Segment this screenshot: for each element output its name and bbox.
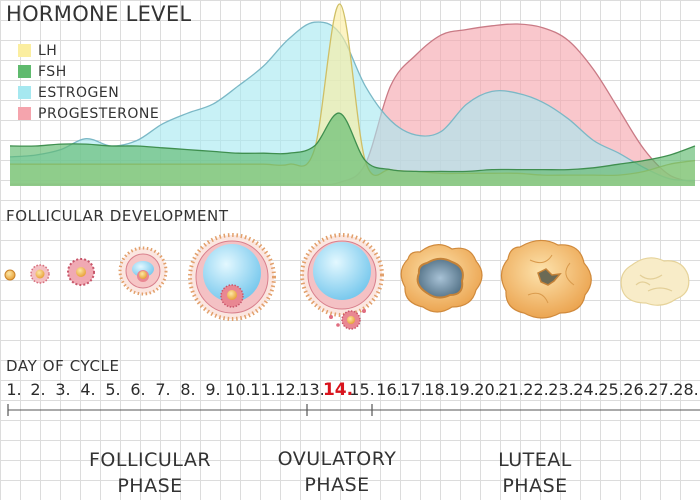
day-label-4: 4. — [80, 380, 95, 399]
follicle-stage-2 — [30, 264, 50, 284]
estrogen-line — [9, 21, 696, 182]
day-label-17: 17. — [400, 380, 425, 399]
legend-item-fsh: FSH — [18, 61, 159, 82]
corpus-luteum-stage-1 — [400, 244, 483, 313]
day-label-10: 10. — [225, 380, 250, 399]
legend-label-lh: LH — [38, 42, 58, 59]
day-label-12: 12. — [275, 380, 300, 399]
follicle-stage-1 — [4, 269, 16, 281]
follicle-stage-3 — [67, 258, 95, 286]
day-label-7: 7. — [155, 380, 170, 399]
hormone-level-title: HORMONE LEVEL — [6, 2, 192, 26]
day-label-24: 24. — [573, 380, 598, 399]
day-label-6: 6. — [130, 380, 145, 399]
legend-item-estrogen: ESTROGEN — [18, 82, 159, 103]
day-label-27: 27. — [648, 380, 673, 399]
day-label-28: 28. — [673, 380, 698, 399]
legend-swatch-estrogen — [18, 86, 31, 99]
day-label-15: 15. — [349, 380, 374, 399]
phase-label-luteal: LUTEAL PHASE — [455, 447, 615, 499]
day-label-8: 8. — [180, 380, 195, 399]
day-label-21: 21. — [498, 380, 523, 399]
day-label-23: 23. — [548, 380, 573, 399]
day-label-13: 13. — [299, 380, 324, 399]
hormone-chart — [9, 3, 696, 186]
legend-swatch-progesterone — [18, 107, 31, 120]
follicle-stage-6-ovulation — [300, 233, 384, 330]
day-label-3: 3. — [55, 380, 70, 399]
legend-swatch-fsh — [18, 65, 31, 78]
follicle-stage-5 — [188, 233, 276, 321]
follicle-stage-4 — [118, 246, 168, 296]
legend-item-lh: LH — [18, 40, 159, 61]
day-label-5: 5. — [105, 380, 120, 399]
phase-label-ovulatory: OVULATORY PHASE — [257, 446, 417, 498]
day-of-cycle-title: DAY OF CYCLE — [6, 357, 120, 375]
phase-ovulatory-line-1: OVULATORY — [277, 448, 397, 470]
legend-label-estrogen: ESTROGEN — [38, 84, 120, 101]
fsh-area — [10, 113, 695, 186]
follicle-illustrations — [4, 233, 690, 330]
phase-follicular-line-2: PHASE — [117, 475, 183, 497]
legend-item-progesterone: PROGESTERONE — [18, 103, 159, 124]
legend-label-progesterone: PROGESTERONE — [38, 105, 160, 122]
day-label-19: 19. — [449, 380, 474, 399]
corpus-luteum-stage-2 — [500, 239, 592, 319]
day-labels: 1. 2. 3. 4. 5. 6. 7. 8. 9. 10. 11. 12.13.14.15. 16.1… — [6, 380, 698, 400]
day-label-1: 1. — [6, 380, 21, 399]
day-label-26: 26. — [623, 380, 648, 399]
phase-luteal-line-2: PHASE — [502, 475, 568, 497]
day-label-9: 9. — [205, 380, 220, 399]
day-label-18: 18. — [424, 380, 449, 399]
day-label-20: 20. — [474, 380, 499, 399]
phase-ovulatory-line-2: PHASE — [304, 474, 370, 496]
chart-legend: LH FSH ESTROGEN PROGESTERONE — [18, 40, 159, 124]
legend-swatch-lh — [18, 44, 31, 57]
follicular-development-title: FOLLICULAR DEVELOPMENT — [6, 207, 229, 225]
day-label-11: 11. — [250, 380, 275, 399]
day-label-16: 16. — [376, 380, 401, 399]
phase-luteal-line-1: LUTEAL — [498, 449, 572, 471]
day-axis: 1. 2. 3. 4. 5. 6. 7. 8. 9. 10. 11. 12.13.14.15. 16.1… — [6, 380, 700, 416]
phase-follicular-line-1: FOLLICULAR — [88, 449, 212, 471]
day-label-22: 22. — [523, 380, 548, 399]
phase-label-follicular: FOLLICULAR PHASE — [70, 447, 230, 499]
legend-label-fsh: FSH — [38, 63, 67, 80]
lh-area — [10, 3, 695, 186]
corpus-albicans — [620, 257, 690, 306]
day-label-25: 25. — [598, 380, 623, 399]
day-label-2: 2. — [30, 380, 45, 399]
day-label-14: 14. — [323, 380, 353, 400]
fsh-line — [9, 112, 696, 173]
